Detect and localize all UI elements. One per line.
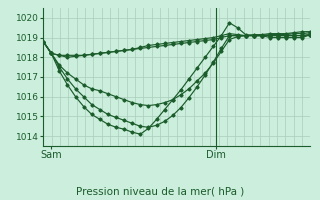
Text: Pression niveau de la mer( hPa ): Pression niveau de la mer( hPa ) — [76, 186, 244, 196]
